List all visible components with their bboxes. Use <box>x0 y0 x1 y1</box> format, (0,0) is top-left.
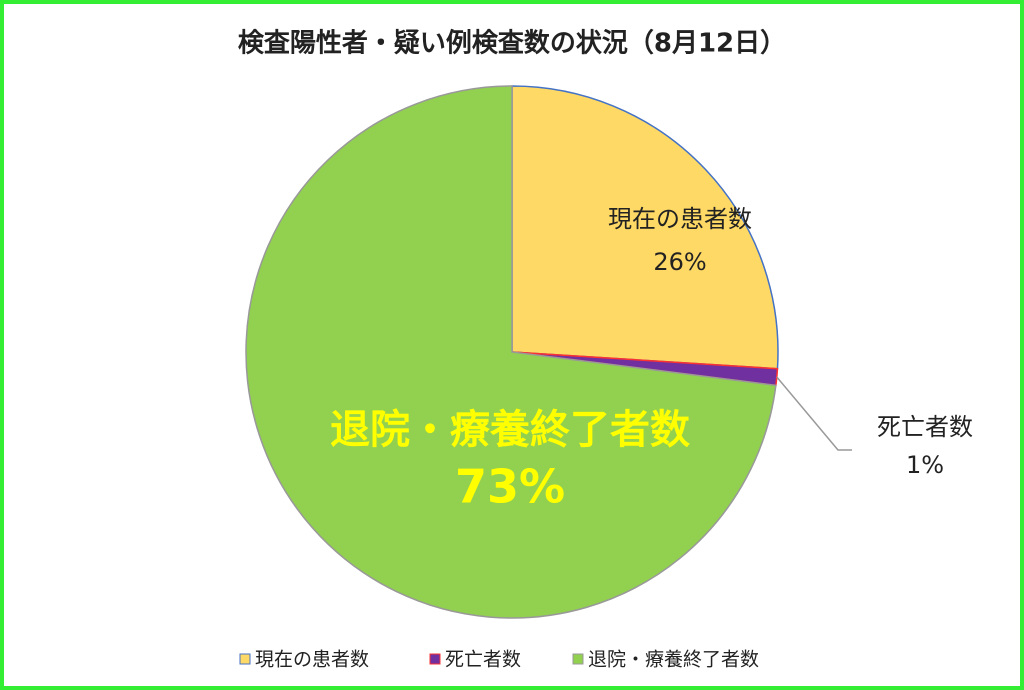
legend-swatch <box>572 653 584 665</box>
legend-label: 現在の患者数 <box>255 649 369 671</box>
legend-label: 死亡者数 <box>445 649 521 671</box>
leader-line <box>776 376 852 451</box>
pie-slice <box>511 85 779 370</box>
data-label-name: 死亡者数 <box>877 413 973 441</box>
data-label-name: 退院・療養終了者数 <box>330 407 690 453</box>
data-label-value: 26% <box>653 248 706 276</box>
pie-slice <box>245 85 777 619</box>
legend-swatch <box>429 653 441 665</box>
legend-swatch <box>239 653 251 665</box>
data-label-value: 1% <box>906 451 944 479</box>
legend-label: 退院・療養終了者数 <box>588 649 759 671</box>
data-label-value: 73% <box>455 460 565 514</box>
data-label-name: 現在の患者数 <box>608 205 752 233</box>
chart-title: 検査陽性者・疑い例検査数の状況（8月12日） <box>238 29 786 59</box>
